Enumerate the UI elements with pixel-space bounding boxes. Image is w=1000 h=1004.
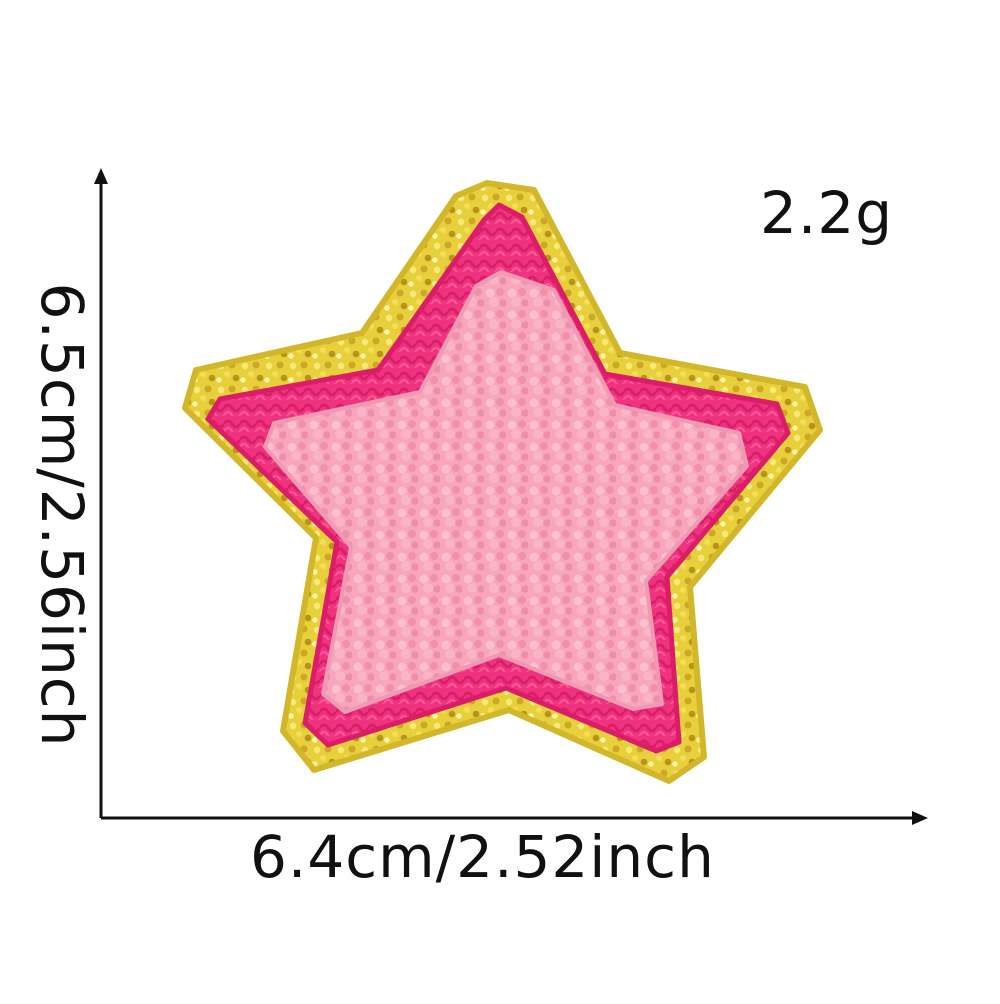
width-axis-arrow-icon: [912, 811, 928, 825]
width-dimension-label: 6.4cm/2.52inch: [250, 823, 715, 891]
height-axis-arrow-icon: [94, 168, 108, 184]
weight-label: 2.2g: [760, 179, 894, 247]
star-patch: [182, 180, 823, 784]
height-dimension-label: 6.5cm/2.56inch: [28, 282, 96, 748]
axes: [94, 168, 928, 825]
star-inner-fill: [263, 270, 749, 714]
